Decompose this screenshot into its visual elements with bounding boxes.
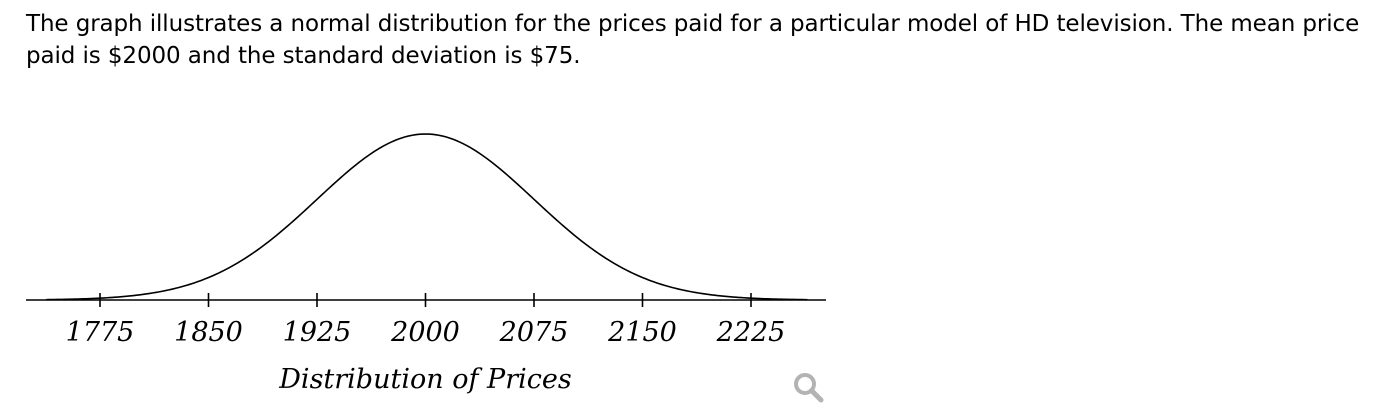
normal-curve: [46, 133, 808, 301]
x-tick-label: 2075: [499, 317, 569, 348]
x-tick-label: 2150: [607, 317, 677, 348]
x-tick-label: 2225: [716, 317, 786, 348]
x-tick-label: 1925: [283, 317, 352, 348]
x-axis-title: Distribution of Prices: [278, 364, 571, 395]
x-tick-label: 2000: [390, 317, 460, 348]
x-tick-label: 1775: [66, 317, 135, 348]
question-text: The graph illustrates a normal distribut…: [26, 11, 1360, 69]
x-tick-label: 1850: [174, 317, 243, 348]
magnifier-icon: [794, 373, 824, 403]
zoom-button[interactable]: [790, 370, 830, 406]
